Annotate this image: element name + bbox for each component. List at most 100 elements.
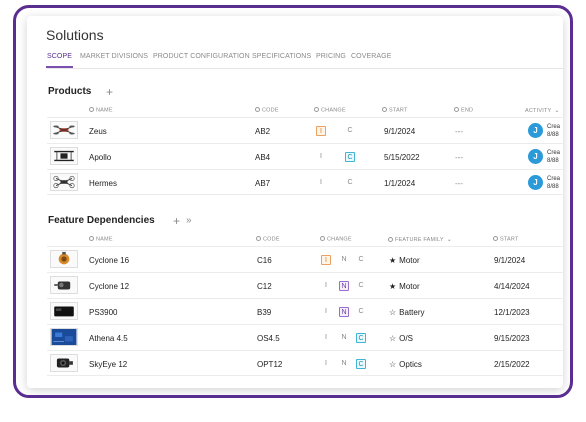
feature-start: 4/14/2024 [494, 282, 530, 291]
camera-thumbnail [50, 354, 78, 372]
activity-text: Crea 8/88 [547, 150, 561, 164]
col-activity[interactable]: ACTIVITY ⌄ [525, 108, 560, 114]
drone-thumbnail [50, 147, 78, 165]
change-flag-c[interactable]: C [356, 333, 366, 343]
col-start[interactable]: START [382, 107, 408, 114]
change-flag-n[interactable]: N [339, 307, 349, 317]
table-row[interactable]: Hermes AB7 I C 1/1/2024 --- J Crea 8/88 [47, 169, 563, 195]
product-start: 1/1/2024 [384, 179, 416, 188]
change-flag-i[interactable]: I [316, 126, 326, 136]
change-flag-i[interactable]: I [325, 360, 327, 367]
table-row[interactable]: Zeus AB2 I C 9/1/2024 --- J Crea 8/88 [47, 117, 563, 143]
activity-text: Crea 8/88 [547, 124, 561, 138]
avatar[interactable]: J [528, 175, 543, 190]
change-flag-c[interactable]: C [345, 152, 355, 162]
feature-name[interactable]: Cyclone 16 [89, 256, 130, 265]
table-row[interactable]: Athena 4.5 OS4.5 I N C ☆ O/S 9/15/2023 [47, 324, 563, 350]
avatar[interactable]: J [528, 123, 543, 138]
products-title: Products [48, 86, 92, 97]
star-icon[interactable]: ★ [389, 282, 397, 291]
change-flag-c[interactable]: C [347, 179, 353, 186]
change-flag-n[interactable]: N [341, 334, 347, 341]
change-flag-c[interactable]: C [358, 282, 364, 289]
col-start[interactable]: START [493, 236, 519, 243]
product-name[interactable]: Zeus [89, 127, 107, 136]
feature-family: ☆ O/S [389, 334, 413, 343]
change-flag-c[interactable]: C [347, 127, 353, 134]
col-code[interactable]: CODE [256, 236, 280, 243]
motor-thumbnail [50, 250, 78, 268]
tab-coverage[interactable]: COVERAGE [351, 53, 392, 60]
feature-code: OPT12 [257, 360, 283, 369]
star-outline-icon[interactable]: ☆ [389, 360, 397, 369]
table-row[interactable]: Cyclone 12 C12 I N C ★ Motor 4/14/2024 [47, 272, 563, 298]
change-flag-i[interactable]: I [320, 153, 322, 160]
feature-code: OS4.5 [257, 334, 280, 343]
table-row[interactable]: Apollo AB4 I C 5/15/2022 --- J Crea 8/88 [47, 143, 563, 169]
col-code[interactable]: CODE [255, 107, 279, 114]
solutions-card: Solutions SCOPE MARKET DIVISIONS PRODUCT… [27, 16, 563, 388]
product-code: AB2 [255, 127, 271, 136]
star-outline-icon[interactable]: ☆ [389, 308, 397, 317]
star-icon[interactable]: ★ [389, 256, 397, 265]
col-end[interactable]: END [454, 107, 473, 114]
feature-start: 9/15/2023 [494, 334, 530, 343]
change-flag-i[interactable]: I [325, 334, 327, 341]
tab-scope[interactable]: SCOPE [45, 53, 74, 68]
app-frame: Solutions SCOPE MARKET DIVISIONS PRODUCT… [13, 5, 573, 398]
drone-thumbnail [50, 173, 78, 191]
product-name[interactable]: Hermes [89, 179, 118, 188]
feature-name[interactable]: Cyclone 12 [89, 282, 130, 291]
activity-text: Crea 8/88 [547, 176, 561, 190]
star-outline-icon[interactable]: ☆ [389, 334, 397, 343]
change-flag-c[interactable]: C [358, 308, 364, 315]
avatar[interactable]: J [528, 149, 543, 164]
col-change[interactable]: CHANGE [314, 107, 346, 114]
feature-family: ☆ Battery [389, 308, 425, 317]
tab-pricing[interactable]: PRICING [316, 53, 346, 60]
tab-market-divisions[interactable]: MARKET DIVISIONS [80, 53, 148, 60]
col-change[interactable]: CHANGE [320, 236, 352, 243]
feature-family: ☆ Optics [389, 360, 422, 369]
feature-family: ★ Motor [389, 282, 420, 291]
change-flag-c[interactable]: C [358, 256, 364, 263]
change-flag-n[interactable]: N [341, 360, 347, 367]
feature-name[interactable]: Athena 4.5 [89, 334, 128, 343]
product-name[interactable]: Apollo [89, 153, 112, 162]
change-flag-i[interactable]: I [320, 179, 322, 186]
link-arrow-icon[interactable]: » [186, 215, 192, 226]
product-end: --- [455, 179, 463, 188]
battery-thumbnail [50, 302, 78, 320]
tab-bar: SCOPE MARKET DIVISIONS PRODUCT CONFIGURA… [45, 51, 563, 69]
product-start: 5/15/2022 [384, 153, 420, 162]
drone-thumbnail [50, 121, 78, 139]
change-flag-i[interactable]: I [325, 282, 327, 289]
table-row[interactable]: PS3900 B39 I N C ☆ Battery 12/1/2023 [47, 298, 563, 324]
tab-product-configuration[interactable]: PRODUCT CONFIGURATION [153, 53, 250, 60]
table-row[interactable]: SkyEye 12 OPT12 I N C ☆ Optics 2/15/2022 [47, 350, 563, 376]
tab-specifications[interactable]: SPECIFICATIONS [252, 53, 312, 60]
change-flag-i[interactable]: I [325, 308, 327, 315]
col-feature-family[interactable]: FEATURE FAMILY ⌄ [388, 236, 452, 243]
feature-start: 2/15/2022 [494, 360, 530, 369]
product-start: 9/1/2024 [384, 127, 416, 136]
feature-code: B39 [257, 308, 272, 317]
change-flag-c[interactable]: C [356, 359, 366, 369]
product-code: AB4 [255, 153, 271, 162]
page-title: Solutions [46, 27, 104, 43]
feature-name[interactable]: PS3900 [89, 308, 118, 317]
add-feature-icon[interactable]: + [173, 214, 181, 228]
product-end: --- [455, 127, 463, 136]
change-flag-i[interactable]: I [321, 255, 331, 265]
feature-dependencies-title: Feature Dependencies [48, 215, 155, 226]
product-end: --- [455, 153, 463, 162]
feature-start: 9/1/2024 [494, 256, 526, 265]
table-row[interactable]: Cyclone 16 C16 I N C ★ Motor 9/1/2024 [47, 246, 563, 272]
col-name[interactable]: NAME [89, 236, 113, 243]
change-flag-n[interactable]: N [339, 281, 349, 291]
col-name[interactable]: NAME [89, 107, 113, 114]
feature-name[interactable]: SkyEye 12 [89, 360, 128, 369]
add-product-icon[interactable]: + [106, 85, 114, 99]
feature-code: C12 [257, 282, 272, 291]
change-flag-n[interactable]: N [341, 256, 347, 263]
